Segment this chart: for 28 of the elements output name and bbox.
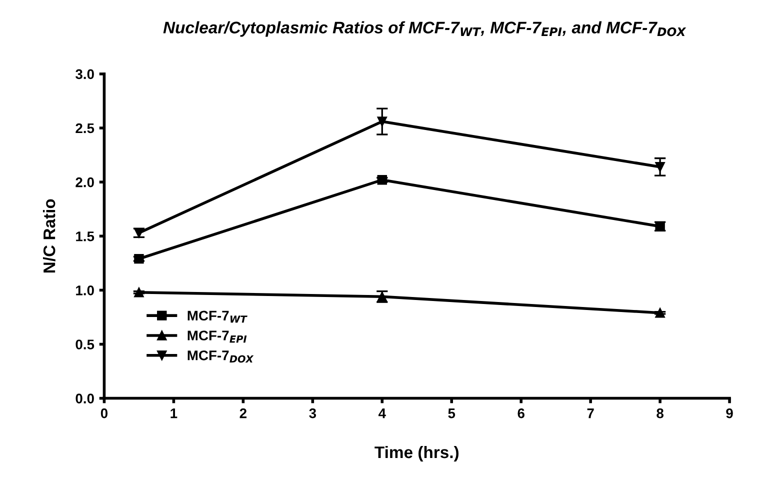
x-axis-title: Time (hrs.) [374, 446, 459, 462]
point [134, 287, 144, 298]
x-tick-label: 3 [309, 408, 316, 418]
point [655, 308, 665, 318]
y-tick-label: 1.5 [76, 232, 94, 242]
legend-label: MCF-7$_{WT}$ [188, 310, 248, 323]
x-tick-label: 7 [587, 408, 594, 418]
chart-title: Nuclear/Cytoplasmic Ratios of MCF-7$_{WT}$, MCF-7$_{EPI}$, and MCF-7$_{DOX}$ [163, 21, 686, 37]
legend-label: MCF-7$_{DOX}$ [188, 350, 254, 363]
y-tick-label: 2.5 [76, 123, 94, 134]
y-tick-label: 2.0 [76, 177, 94, 188]
x-tick-label: 0 [100, 408, 108, 418]
y-tick-label: 3.0 [76, 69, 94, 80]
y-axis-title: N/C Ratio [42, 199, 56, 272]
x-tick-label: 5 [448, 408, 456, 418]
x-tick-label: 4 [378, 408, 386, 418]
y-tick-label: 1.0 [76, 286, 94, 296]
point [377, 175, 387, 185]
legend-label: MCF-7$_{EPI}$ [188, 330, 247, 343]
point [377, 116, 387, 126]
x-tick-label: 8 [656, 408, 664, 418]
x-tick-label: 9 [726, 408, 733, 418]
y-tick-label: 0.5 [76, 340, 94, 350]
x-tick-label: 1 [170, 408, 178, 418]
x-tick-label: 2 [240, 408, 246, 418]
y-tick-label: 0.0 [76, 394, 94, 404]
point [655, 162, 665, 172]
x-tick-label: 6 [518, 408, 524, 418]
